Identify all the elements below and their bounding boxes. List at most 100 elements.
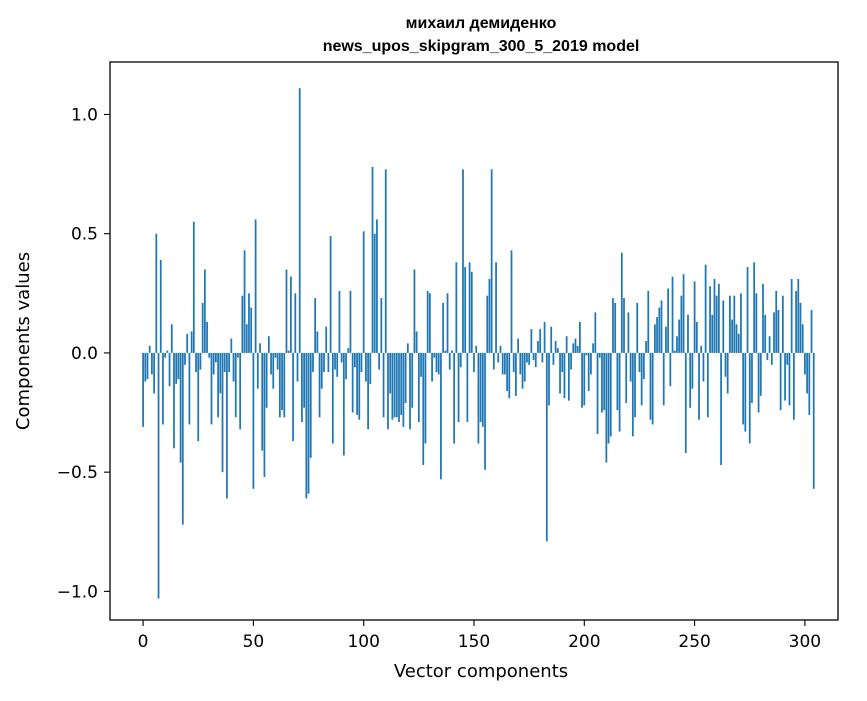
y-axis: −1.0 −0.5 0.0 0.5 1.0 bbox=[57, 105, 110, 602]
bar bbox=[429, 293, 431, 353]
bar bbox=[757, 352, 760, 413]
bar bbox=[642, 352, 645, 380]
bar bbox=[583, 352, 586, 406]
bar bbox=[274, 352, 277, 358]
bar bbox=[146, 352, 149, 380]
bar bbox=[673, 350, 676, 353]
bar bbox=[693, 281, 696, 353]
bar bbox=[265, 352, 268, 408]
bar bbox=[801, 324, 804, 353]
bar bbox=[373, 233, 376, 353]
bar bbox=[592, 343, 594, 353]
bar bbox=[713, 279, 716, 353]
x-tick-label: 100 bbox=[347, 632, 379, 652]
x-tick-label: 50 bbox=[243, 632, 265, 652]
bar bbox=[283, 352, 286, 418]
bar bbox=[797, 279, 800, 353]
bar bbox=[603, 352, 606, 411]
bar bbox=[537, 341, 539, 353]
bar bbox=[715, 295, 718, 353]
bar bbox=[601, 352, 603, 413]
bar bbox=[658, 307, 661, 353]
bar bbox=[528, 352, 531, 365]
y-tick-label: −0.5 bbox=[57, 463, 98, 483]
bar bbox=[259, 343, 261, 353]
bar bbox=[572, 343, 575, 353]
bar bbox=[195, 352, 197, 372]
bar bbox=[391, 352, 394, 420]
bar bbox=[415, 331, 418, 353]
bar bbox=[660, 300, 663, 353]
bar bbox=[636, 302, 639, 353]
bar bbox=[689, 352, 692, 408]
bar bbox=[691, 352, 694, 389]
bar bbox=[455, 262, 458, 353]
bar bbox=[678, 319, 681, 353]
bar bbox=[556, 348, 559, 353]
bar bbox=[682, 274, 685, 353]
bar bbox=[301, 352, 303, 423]
bar bbox=[329, 236, 332, 353]
bar bbox=[702, 352, 705, 382]
bar bbox=[417, 352, 420, 423]
bar bbox=[362, 231, 365, 353]
x-tick-label: 200 bbox=[568, 632, 600, 652]
bar bbox=[184, 352, 186, 365]
bar bbox=[543, 321, 546, 353]
bar bbox=[764, 314, 767, 353]
bar bbox=[223, 352, 226, 372]
bar bbox=[398, 352, 400, 423]
bar bbox=[570, 352, 572, 370]
bar bbox=[232, 352, 235, 382]
bar bbox=[766, 352, 769, 361]
bar bbox=[671, 276, 674, 353]
bar bbox=[647, 290, 650, 353]
bar bbox=[729, 295, 731, 353]
y-axis-label: Components values bbox=[13, 252, 34, 430]
bar bbox=[731, 319, 733, 353]
bar bbox=[735, 324, 738, 353]
bar bbox=[446, 293, 449, 353]
bar bbox=[623, 298, 625, 353]
bar bbox=[250, 307, 253, 353]
bar bbox=[159, 259, 162, 353]
bar bbox=[744, 352, 747, 432]
bar bbox=[155, 233, 158, 353]
bar bbox=[614, 302, 617, 353]
bar bbox=[777, 310, 780, 353]
bar bbox=[252, 352, 255, 489]
bar bbox=[559, 352, 561, 394]
bar bbox=[665, 326, 667, 353]
bar bbox=[512, 352, 515, 372]
bar bbox=[314, 298, 317, 353]
bar bbox=[790, 279, 793, 353]
bar bbox=[508, 352, 511, 399]
bar bbox=[234, 352, 237, 418]
bar bbox=[541, 352, 544, 363]
bar bbox=[384, 169, 387, 353]
bar bbox=[612, 298, 614, 353]
bar bbox=[166, 350, 169, 353]
bar bbox=[486, 295, 489, 353]
bar bbox=[550, 326, 553, 353]
bar bbox=[422, 352, 425, 465]
bar bbox=[810, 310, 813, 353]
bar bbox=[804, 352, 806, 375]
bar bbox=[312, 352, 314, 372]
bar bbox=[717, 283, 720, 353]
bar bbox=[576, 345, 579, 353]
bar bbox=[532, 352, 535, 361]
bar bbox=[298, 88, 301, 353]
bar bbox=[700, 345, 703, 353]
bar bbox=[431, 352, 433, 382]
bar bbox=[208, 352, 211, 358]
bar bbox=[376, 219, 378, 353]
bar bbox=[687, 314, 689, 353]
bar bbox=[616, 352, 619, 411]
bar bbox=[759, 352, 762, 396]
bar bbox=[345, 352, 347, 380]
bar bbox=[746, 267, 749, 353]
bar bbox=[579, 321, 581, 353]
bar bbox=[217, 352, 219, 418]
